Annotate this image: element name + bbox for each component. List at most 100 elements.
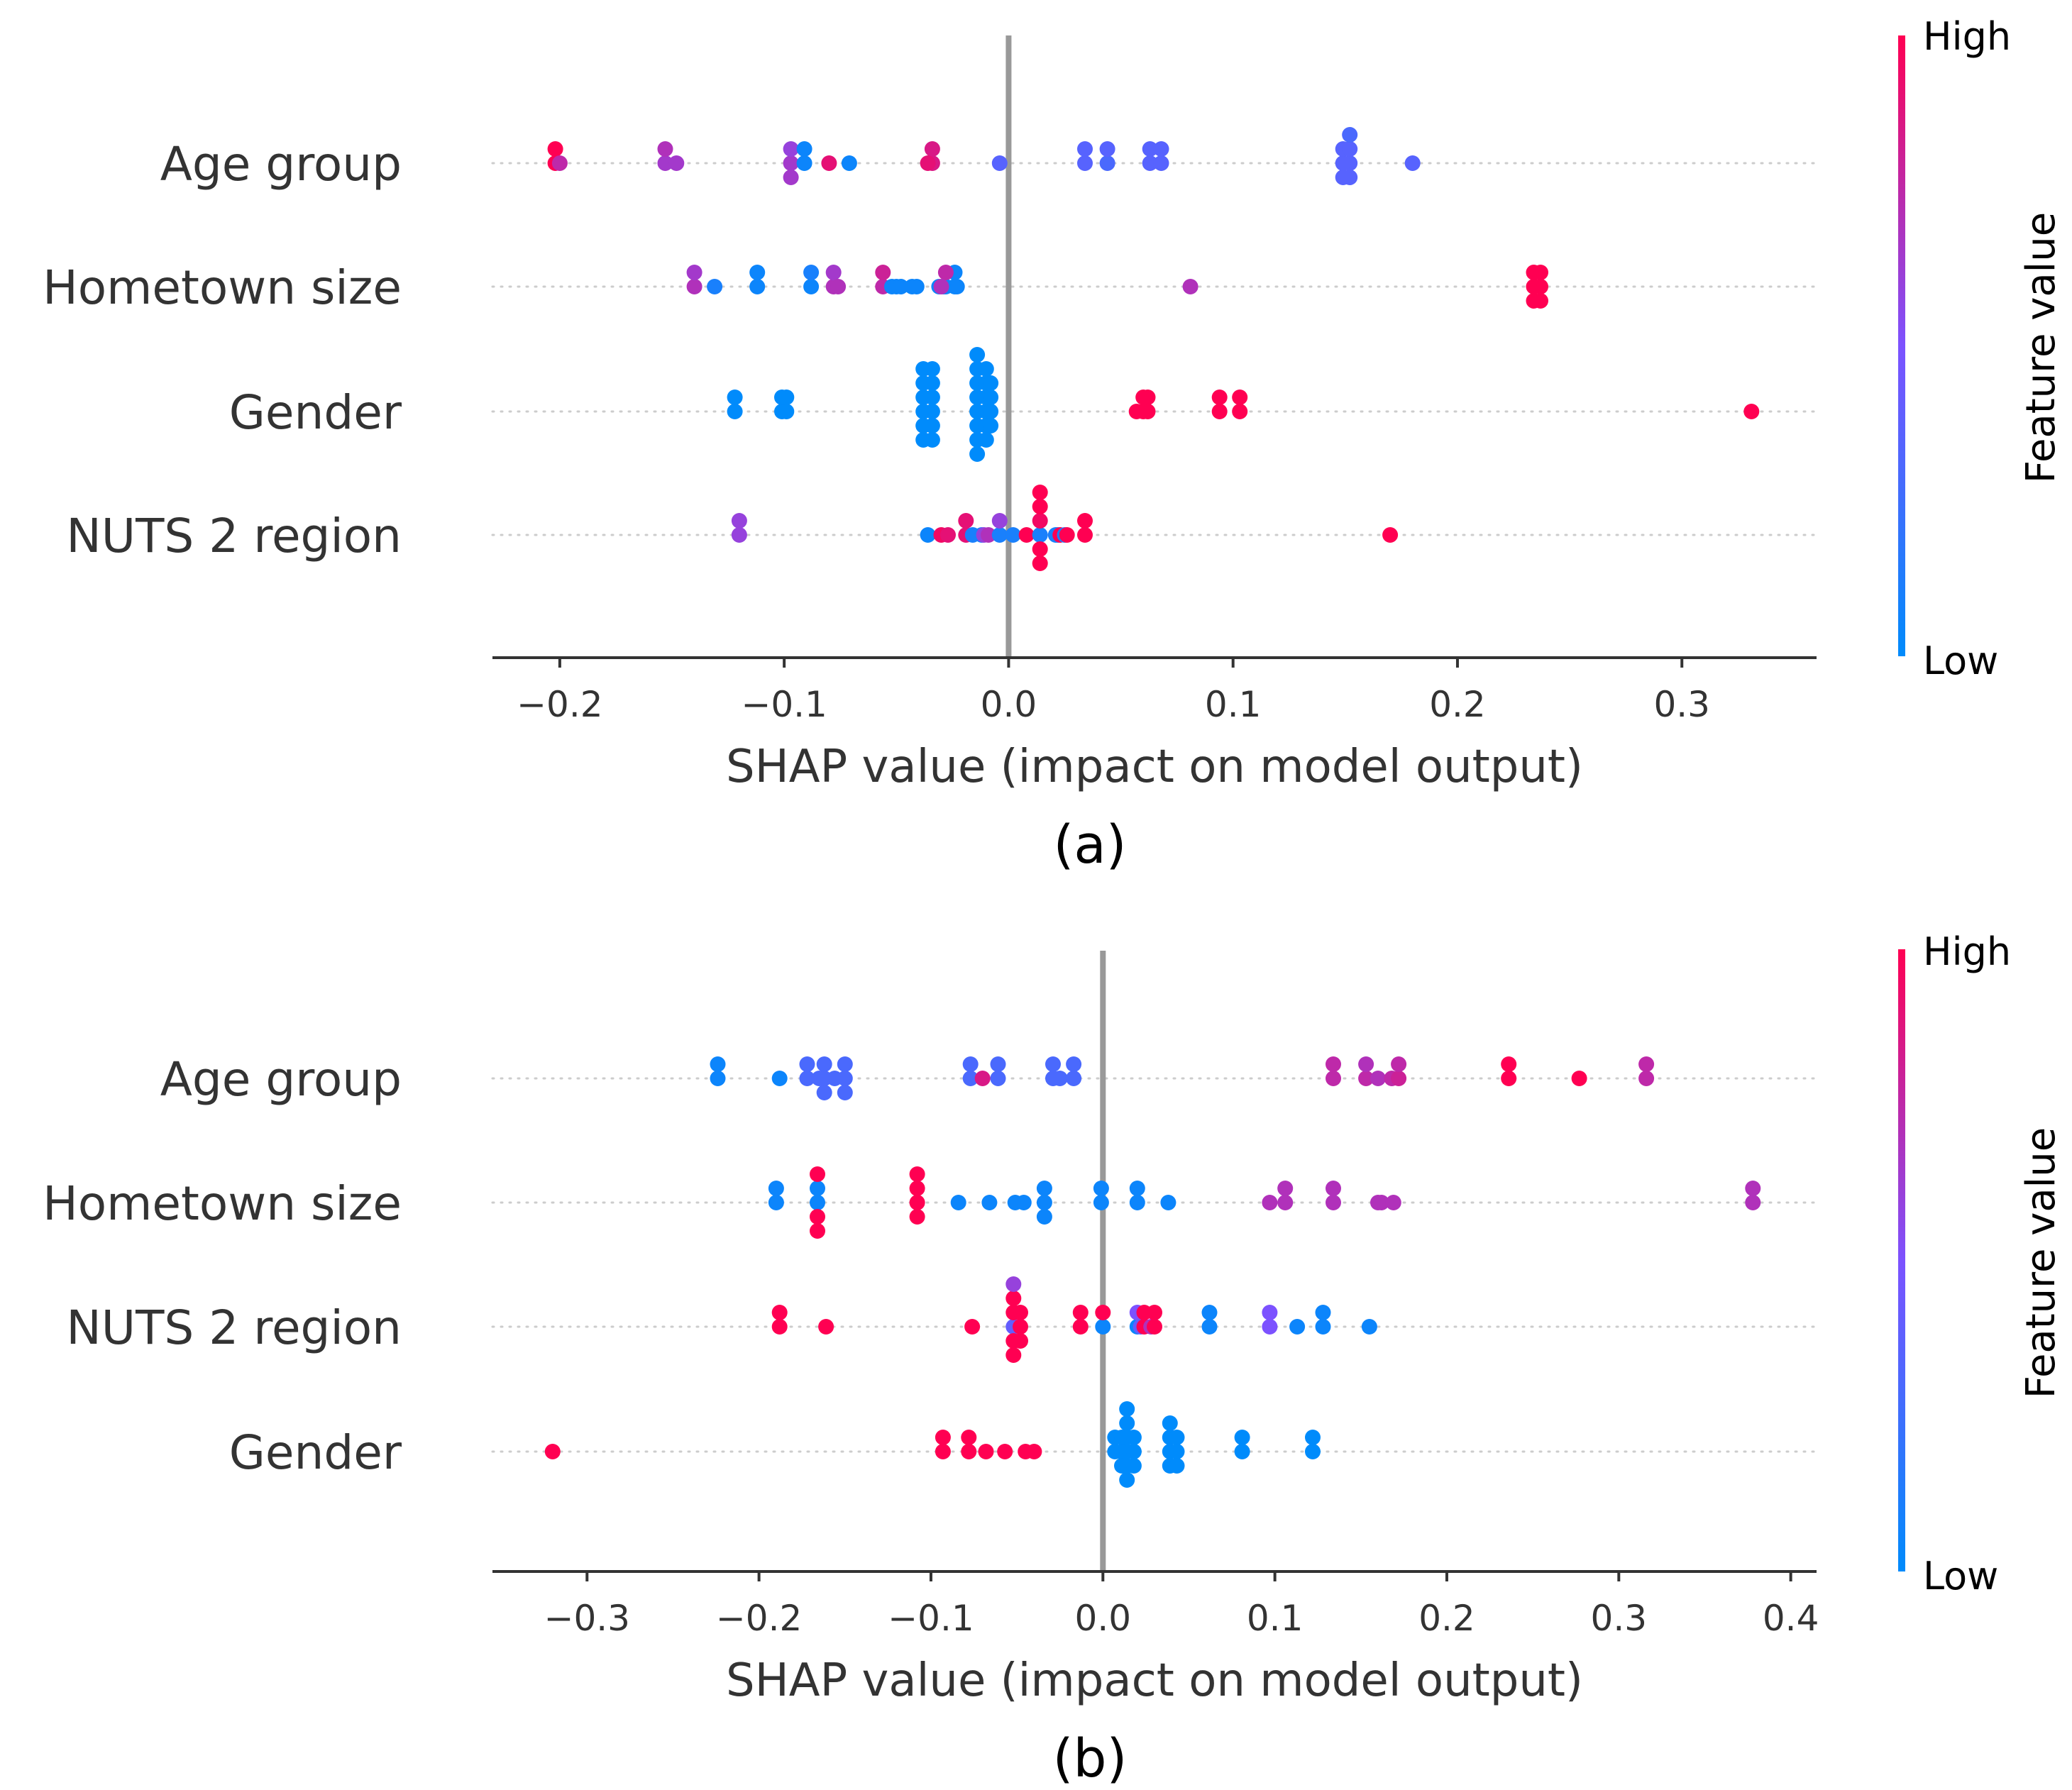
data-point [1326,1056,1341,1072]
data-point [990,1056,1006,1072]
data-point [1077,513,1093,529]
data-point [1169,1430,1185,1445]
data-point [1032,556,1048,571]
data-point [1404,155,1421,171]
data-point [920,527,936,543]
data-point [1153,141,1169,157]
x-tick-label: 0.0 [981,684,1037,725]
data-point [1119,1401,1135,1417]
data-point [1125,1444,1142,1459]
colorbar [1898,949,1905,1571]
data-point [997,1444,1013,1459]
data-point [949,279,965,294]
colorbar-high-label: High [1923,929,2011,974]
data-point [935,1444,951,1459]
data-point [1099,155,1115,171]
data-point [940,527,956,543]
data-point [924,418,940,433]
data-point [1005,1347,1022,1363]
data-point [1201,1305,1218,1320]
data-point [1211,404,1228,419]
data-point [1745,1181,1761,1196]
data-point [837,1056,853,1072]
data-point [1077,155,1093,171]
data-point [821,155,837,171]
data-point [1032,541,1048,557]
data-point [803,265,820,280]
data-point [544,1444,561,1459]
data-point [1638,1056,1655,1072]
data-point [1013,1319,1028,1335]
panel-caption: (b) [1053,1728,1128,1789]
feature-label: NUTS 2 region [66,509,402,563]
data-point [983,375,999,391]
data-point [810,1181,825,1196]
colorbar-low-label: Low [1923,1554,1998,1598]
colorbar-title: Feature value [2018,1127,2064,1398]
data-point [771,1305,788,1320]
data-point [983,390,999,405]
colorbar-title: Feature value [2018,212,2064,483]
data-point [1182,279,1198,294]
data-point [937,265,954,280]
data-point [830,279,847,294]
data-point [978,361,994,377]
data-point [686,279,702,294]
data-point [1358,1071,1374,1086]
data-point [958,513,974,529]
data-point [924,404,940,419]
data-point [1262,1319,1278,1335]
data-point [778,404,795,419]
data-point [981,1195,998,1210]
data-point [810,1166,825,1182]
data-point [778,390,795,405]
data-point [990,1071,1006,1086]
data-point [837,1071,853,1086]
x-tick-label: −0.2 [517,684,602,725]
data-point [1045,1056,1061,1072]
data-point [1072,1319,1089,1335]
data-point [731,513,747,529]
data-point [668,155,685,171]
data-point [933,279,949,294]
data-point [1160,1195,1176,1210]
data-point [1077,141,1093,157]
data-point [909,1195,925,1210]
data-point [978,432,994,448]
data-point [1162,1415,1178,1431]
data-point [920,155,936,171]
data-point [686,265,702,280]
data-point [1326,1181,1341,1196]
data-point [1129,1195,1145,1210]
data-point [924,361,940,377]
data-point [710,1071,726,1086]
data-point [1169,1444,1185,1459]
x-axis-title: SHAP value (impact on model output) [726,1654,1583,1707]
data-point [983,418,999,433]
data-point [908,279,925,294]
data-point [1052,1071,1068,1086]
data-point [1358,1056,1374,1072]
data-point [1036,1195,1052,1210]
data-point [1013,1333,1028,1349]
data-point [1125,1458,1142,1474]
data-point [1277,1195,1294,1210]
data-point [1533,265,1548,280]
data-point [1370,1071,1386,1086]
data-point [1326,1195,1341,1210]
data-point [810,1209,825,1225]
data-point [657,141,673,157]
data-point [1013,1305,1028,1320]
x-tick-label: −0.1 [741,684,827,725]
data-point [1211,390,1228,405]
data-point [1072,1305,1089,1320]
data-point [1142,141,1158,157]
data-point [1142,155,1158,171]
data-point [1169,1458,1185,1474]
data-point [983,404,999,419]
data-point [1262,1305,1278,1320]
data-point [1099,141,1115,157]
data-point [1315,1319,1331,1335]
data-point [1326,1071,1341,1086]
